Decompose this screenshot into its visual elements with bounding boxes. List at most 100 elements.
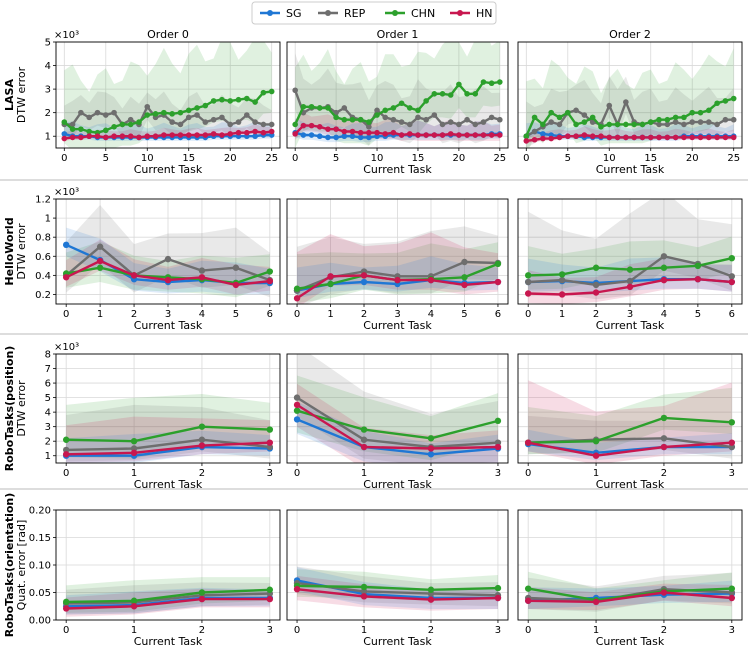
data-point-chn bbox=[660, 264, 668, 271]
y-tick-label: 0.2 bbox=[35, 290, 51, 301]
series-hn bbox=[523, 132, 737, 144]
data-point-hn bbox=[308, 122, 315, 129]
data-point-hn bbox=[439, 132, 446, 138]
data-point-hn bbox=[589, 133, 596, 140]
data-point-sg bbox=[357, 134, 364, 141]
series-line-chn bbox=[66, 588, 270, 604]
row-robotasks-orientation: RoboTasks(orientation) Quat. error [rad]0… bbox=[3, 493, 743, 648]
data-point-sg bbox=[62, 241, 70, 249]
data-point-chn bbox=[523, 133, 530, 140]
series-line-hn bbox=[527, 441, 732, 457]
data-point-hn bbox=[360, 593, 368, 600]
data-point-chn bbox=[647, 119, 654, 125]
data-point-chn bbox=[78, 126, 84, 132]
legend-frame bbox=[251, 1, 497, 25]
panel-lasa-order-1: 0 5 10 15 20 25 Current Task bbox=[286, 41, 509, 176]
series-hn bbox=[293, 272, 502, 302]
x-tick-label: 0 bbox=[63, 309, 69, 320]
data-point-hn bbox=[556, 134, 563, 141]
data-point-hn bbox=[62, 605, 70, 612]
x-tick-label: 5 bbox=[461, 309, 467, 320]
data-point-rep bbox=[548, 119, 554, 125]
data-point-chn bbox=[439, 91, 446, 97]
data-point-rep bbox=[439, 121, 446, 128]
panel-robotasks-orientation-order-0: 0 1 2 3 Current Task 0.00 0.05 0.10 0.15 0.20 bbox=[29, 506, 281, 648]
data-point-rep bbox=[235, 119, 242, 125]
data-point-rep bbox=[219, 114, 225, 121]
data-point-hn bbox=[656, 134, 662, 141]
data-point-hn bbox=[198, 442, 206, 449]
data-point-hn bbox=[523, 138, 530, 144]
data-point-rep bbox=[202, 119, 209, 125]
data-point-rep bbox=[660, 253, 668, 260]
data-point-chn bbox=[357, 116, 364, 123]
data-point-chn bbox=[672, 114, 679, 121]
panel-helloworld-order-1: 0 1 2 3 4 5 6 Current Task bbox=[286, 198, 509, 332]
x-tick-label: 1 bbox=[593, 468, 599, 479]
data-point-rep bbox=[556, 121, 563, 128]
y-tick-label: 4 bbox=[45, 408, 51, 419]
band-rep bbox=[297, 226, 498, 304]
data-point-hn bbox=[524, 290, 532, 297]
data-point-chn bbox=[260, 89, 267, 96]
data-point-rep bbox=[292, 87, 298, 94]
series-hn bbox=[524, 439, 736, 459]
data-point-rep bbox=[681, 121, 687, 128]
data-point-rep bbox=[464, 116, 470, 123]
data-point-hn bbox=[406, 131, 413, 137]
data-point-rep bbox=[423, 116, 429, 123]
legend-item-chn: CHN bbox=[385, 7, 435, 20]
x-axis-label: Current Task bbox=[134, 635, 203, 648]
panel-robotasks-position-order-2: 0 1 2 3 Current Task bbox=[517, 353, 743, 491]
x-tick-label: 6 bbox=[495, 309, 501, 320]
x-tick-label: 0 bbox=[294, 468, 300, 479]
x-tick-label: 3 bbox=[729, 468, 735, 479]
data-point-rep bbox=[96, 243, 104, 250]
data-point-hn bbox=[360, 272, 368, 279]
column-title-order-0: Order 0 bbox=[147, 28, 189, 41]
data-point-hn bbox=[626, 283, 634, 291]
data-point-chn bbox=[728, 254, 736, 262]
x-axis-label: Current Task bbox=[363, 319, 432, 332]
x-tick-label: 2 bbox=[593, 309, 599, 320]
data-point-hn bbox=[548, 135, 554, 142]
data-point-rep bbox=[656, 121, 662, 128]
data-point-rep bbox=[94, 109, 101, 116]
legend-item-hn: HN bbox=[450, 7, 493, 20]
x-axis-label: Current Task bbox=[363, 635, 432, 648]
series-line-chn bbox=[296, 409, 499, 440]
x-tick-label: 1 bbox=[97, 309, 103, 320]
data-point-chn bbox=[130, 438, 138, 445]
data-point-hn bbox=[341, 128, 348, 135]
y-tick-label: 1 bbox=[45, 214, 51, 225]
data-point-rep bbox=[456, 121, 462, 128]
data-point-chn bbox=[266, 268, 274, 275]
data-point-hn bbox=[202, 132, 209, 138]
x-tick-label: 5 bbox=[103, 153, 109, 164]
data-point-chn bbox=[589, 114, 596, 121]
x-tick-label: 2 bbox=[199, 468, 205, 479]
y-axis-label: DTW error bbox=[15, 66, 28, 123]
y-tick-label: 7 bbox=[45, 364, 51, 375]
plot-frame bbox=[517, 41, 743, 149]
data-point-rep bbox=[169, 119, 175, 125]
data-point-rep bbox=[461, 258, 468, 266]
data-point-chn bbox=[614, 121, 621, 128]
series-line-rep bbox=[66, 592, 270, 605]
x-ticks: 0 5 10 15 20 25 bbox=[523, 148, 740, 164]
row-helloworld: HelloWorld DTW error ×10³ 0 1 2 3 4 5 6 Current Ta… bbox=[3, 187, 743, 332]
legend-marker-chn bbox=[392, 10, 398, 16]
y-tick-label: 1.2 bbox=[35, 195, 51, 206]
legend-label-hn: HN bbox=[476, 7, 493, 20]
data-point-hn bbox=[152, 133, 159, 140]
data-point-hn bbox=[694, 275, 702, 283]
data-point-hn bbox=[333, 126, 339, 132]
series-lines bbox=[62, 423, 274, 459]
data-point-chn bbox=[202, 102, 209, 109]
data-point-sg bbox=[316, 133, 323, 140]
data-point-chn bbox=[639, 121, 646, 128]
data-point-hn bbox=[689, 134, 696, 141]
data-point-chn bbox=[198, 589, 206, 596]
y-axis-multiplier: ×10³ bbox=[54, 30, 79, 41]
data-point-chn bbox=[540, 121, 546, 128]
